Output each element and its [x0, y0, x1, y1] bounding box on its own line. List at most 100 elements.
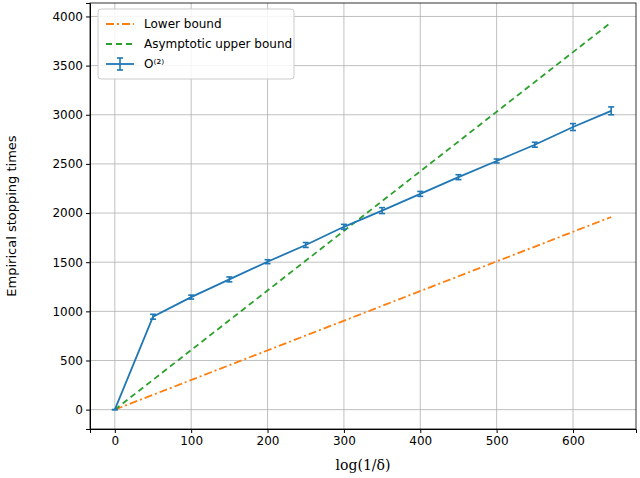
error-bar [379, 208, 385, 214]
tick-mark [86, 164, 90, 165]
tick: 0 [111, 429, 119, 448]
error-bar-cap [570, 123, 576, 125]
tick-mark [344, 429, 345, 433]
tick-label: 400 [409, 434, 432, 448]
error-bar [417, 191, 423, 196]
tick-label: 100 [180, 434, 203, 448]
legend-errorbar-cap [117, 69, 123, 71]
error-bar-cap [341, 224, 347, 226]
tick: 100 [180, 429, 203, 448]
tick-label: 2000 [52, 206, 83, 220]
error-bar-cap [265, 263, 271, 265]
legend-line [106, 23, 134, 25]
tick-label: 4000 [52, 10, 83, 24]
tick-label: 3500 [52, 59, 83, 73]
error-bar-cap [379, 213, 385, 215]
grid-line [90, 213, 636, 214]
error-bar-cap [608, 106, 614, 108]
tick: 400 [409, 429, 432, 448]
error-bar-cap [532, 146, 538, 148]
error-bar-cap [112, 409, 118, 411]
y-axis: 0 500 1000 1500 2000 2500 3000 3500 4000 [52, 4, 90, 430]
grid-line [90, 409, 636, 410]
error-bar [608, 107, 614, 115]
error-bar-cap [570, 130, 576, 132]
grid-line [90, 360, 636, 361]
tick-mark [86, 410, 90, 411]
error-bar [303, 243, 309, 248]
error-bar [341, 224, 347, 229]
grid-line [90, 114, 636, 115]
error-bar [265, 260, 271, 264]
tick: 3500 [52, 59, 90, 73]
axis-line [91, 430, 637, 434]
x-axis-title: log(1/δ) [336, 457, 391, 473]
tick-mark [420, 429, 421, 433]
grid [90, 3, 636, 429]
error-bar-cap [226, 276, 232, 278]
error-bar [226, 277, 232, 282]
tick-label: 500 [486, 434, 509, 448]
error-bar-cap [341, 228, 347, 230]
legend-label: Asymptotic upper bound [144, 37, 292, 51]
tick-label: 1500 [52, 256, 83, 270]
error-bar [112, 409, 118, 410]
legend-errorbar [119, 58, 121, 70]
tick: 2000 [52, 206, 90, 220]
error-bar-cap [532, 141, 538, 143]
legend: Lower boundAsymptotic upper boundO⁽²⁾ [98, 9, 294, 79]
tick-label: 200 [257, 434, 280, 448]
chart: 0 100 200 300 400 500 600 0 500 1000 1500 2000 2500 3… [0, 0, 640, 478]
tick-label: 1000 [52, 305, 83, 319]
series-line [115, 22, 611, 409]
tick: 3000 [52, 108, 90, 122]
legend-label: O⁽²⁾ [144, 57, 164, 71]
error-bar-cap [494, 162, 500, 164]
error-bar-cap [417, 196, 423, 198]
legend-errorbar-cap [117, 57, 123, 59]
tick: 2500 [52, 157, 90, 171]
tick-mark [191, 429, 192, 433]
legend-swatch [106, 58, 134, 70]
error-bar-cap [150, 318, 156, 320]
error-bar-cap [303, 242, 309, 244]
error-bar-stem [572, 124, 574, 131]
data-layer [112, 22, 614, 409]
error-bar-cap [608, 114, 614, 116]
error-bar-cap [112, 409, 118, 411]
grid-line [90, 311, 636, 312]
tick: 200 [257, 429, 280, 448]
tick: 300 [333, 429, 356, 448]
error-bar-cap [494, 158, 500, 160]
error-bar [570, 124, 576, 131]
tick-label: 2500 [52, 157, 83, 171]
tick-mark [86, 66, 90, 67]
tick-label: 500 [60, 354, 83, 368]
error-bar [532, 142, 538, 147]
y-axis-title: Empirical stopping times [4, 135, 19, 296]
grid-line [496, 3, 497, 429]
tick-mark [497, 429, 498, 433]
series-line [115, 111, 611, 410]
tick-mark [86, 16, 90, 17]
error-bar-cap [417, 191, 423, 193]
grid-line [420, 3, 421, 429]
tick: 600 [562, 429, 585, 448]
x-axis: 0 100 200 300 400 500 600 [91, 429, 637, 448]
error-bar-cap [150, 313, 156, 315]
error-bar [150, 314, 156, 319]
series-line [115, 217, 611, 410]
error-bar [455, 175, 461, 180]
error-bar-cap [455, 174, 461, 176]
legend-swatch [106, 24, 134, 25]
tick-mark [115, 429, 116, 433]
legend-swatch [106, 44, 134, 45]
tick-mark [86, 360, 90, 361]
tick-label: 0 [75, 403, 83, 417]
legend-box [98, 9, 294, 79]
error-bar [494, 159, 500, 163]
tick-label: 3000 [52, 108, 83, 122]
tick: 500 [60, 354, 90, 368]
tick: 500 [486, 429, 509, 448]
error-bar-cap [455, 179, 461, 181]
